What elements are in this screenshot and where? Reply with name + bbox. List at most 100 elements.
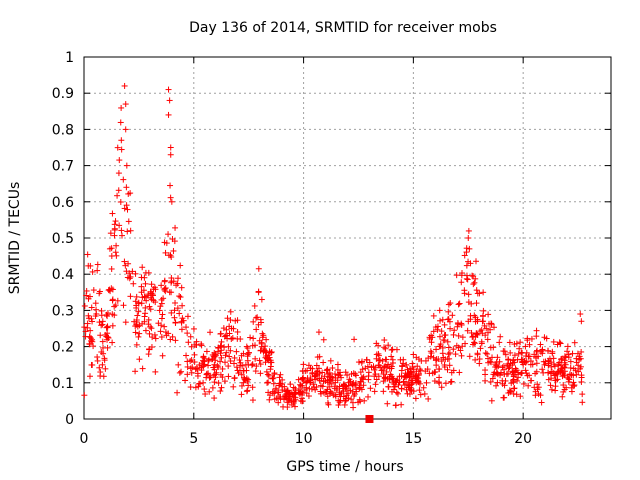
y-tick-label: 0.9 xyxy=(52,86,74,102)
data-point xyxy=(408,387,415,394)
data-point xyxy=(105,287,112,294)
data-point xyxy=(439,316,446,323)
data-point xyxy=(93,306,100,313)
data-point xyxy=(300,374,307,381)
data-point xyxy=(398,401,405,408)
data-point xyxy=(454,323,461,330)
data-point xyxy=(276,380,283,387)
data-point xyxy=(416,387,423,394)
data-point xyxy=(533,368,540,375)
data-point xyxy=(146,330,153,337)
data-point xyxy=(504,362,511,369)
data-point xyxy=(482,377,489,384)
data-point xyxy=(461,252,468,259)
data-point xyxy=(535,353,542,360)
peak-point xyxy=(467,260,474,267)
data-point xyxy=(234,317,241,324)
data-point xyxy=(168,279,175,286)
data-point xyxy=(250,318,257,325)
data-point xyxy=(231,354,238,361)
data-point xyxy=(351,392,358,399)
data-point xyxy=(334,361,341,368)
y-tick-label: 0.8 xyxy=(52,122,74,138)
data-point xyxy=(84,251,91,258)
data-point xyxy=(270,380,277,387)
data-point xyxy=(221,378,228,385)
data-point xyxy=(194,370,201,377)
data-point xyxy=(126,270,133,277)
data-point xyxy=(571,339,578,346)
data-point xyxy=(474,331,481,338)
data-point xyxy=(473,300,480,307)
data-point xyxy=(87,327,94,334)
data-point xyxy=(104,336,111,343)
data-point xyxy=(375,342,382,349)
data-point xyxy=(446,362,453,369)
data-point xyxy=(287,381,294,388)
data-point xyxy=(324,366,331,373)
data-point xyxy=(579,391,586,398)
data-point xyxy=(87,262,94,269)
data-point xyxy=(473,258,480,265)
data-point xyxy=(290,399,297,406)
data-point xyxy=(572,367,579,374)
data-point xyxy=(205,370,212,377)
data-point xyxy=(544,347,551,354)
square-marker xyxy=(365,415,374,423)
data-point xyxy=(270,390,277,397)
data-point xyxy=(129,268,136,275)
data-point xyxy=(514,356,521,363)
data-point xyxy=(375,350,382,357)
data-point xyxy=(219,365,226,372)
data-point xyxy=(265,372,272,379)
data-point xyxy=(299,375,306,382)
data-point xyxy=(187,333,194,340)
peak-point xyxy=(165,86,172,93)
data-point xyxy=(217,343,224,350)
data-point xyxy=(167,194,174,201)
data-point xyxy=(410,373,417,380)
data-point xyxy=(174,275,181,282)
data-point xyxy=(520,380,527,387)
data-point xyxy=(554,341,561,348)
data-point xyxy=(244,387,251,394)
data-point xyxy=(132,298,139,305)
data-point xyxy=(307,379,314,386)
data-point xyxy=(116,157,123,164)
data-point xyxy=(162,329,169,336)
data-point xyxy=(92,300,99,307)
data-point xyxy=(142,304,149,311)
data-point xyxy=(223,349,230,356)
data-point xyxy=(463,275,470,282)
data-point xyxy=(148,281,155,288)
data-point xyxy=(109,296,116,303)
data-point xyxy=(283,388,290,395)
data-point xyxy=(94,357,101,364)
data-point xyxy=(256,337,263,344)
data-point xyxy=(227,317,234,324)
data-point xyxy=(132,270,139,277)
data-point xyxy=(439,344,446,351)
data-point xyxy=(211,379,218,386)
data-point xyxy=(332,371,339,378)
data-point xyxy=(307,365,314,372)
data-point xyxy=(489,354,496,361)
data-point xyxy=(545,369,552,376)
data-point xyxy=(575,362,582,369)
data-point xyxy=(242,361,249,368)
data-point xyxy=(279,376,286,383)
data-point xyxy=(358,358,365,365)
data-point xyxy=(525,382,532,389)
data-point xyxy=(179,315,186,322)
data-point xyxy=(382,345,389,352)
data-point xyxy=(473,330,480,337)
data-point xyxy=(431,369,438,376)
data-point xyxy=(277,395,284,402)
data-point xyxy=(217,388,224,395)
data-point xyxy=(466,353,473,360)
data-point xyxy=(327,373,334,380)
data-point xyxy=(344,372,351,379)
data-point xyxy=(452,351,459,358)
data-point xyxy=(152,335,159,342)
